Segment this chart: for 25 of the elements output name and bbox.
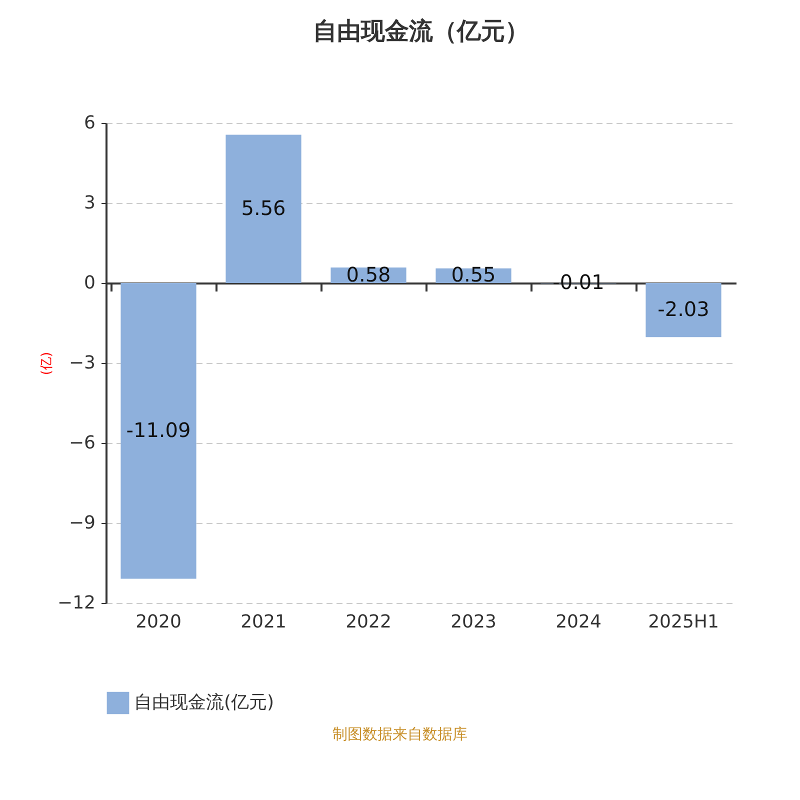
data-label: -11.09	[126, 418, 191, 442]
x-tick-label: 2022	[346, 612, 392, 632]
y-tick-label: −3	[68, 352, 96, 374]
y-axis-title: (亿)	[40, 352, 55, 376]
x-tick-label: 2021	[240, 612, 286, 632]
bar	[226, 134, 302, 283]
data-label: 0.58	[346, 262, 391, 286]
x-tick-label: 2025H1	[648, 612, 719, 632]
x-tick-label: 2020	[136, 612, 182, 632]
data-label: 5.56	[241, 196, 286, 220]
text: 制图数据来自数据库	[332, 725, 468, 744]
y-tick-label: −9	[68, 512, 96, 534]
legend-label: 自由现金流(亿元)	[134, 692, 274, 713]
y-tick-label: −12	[58, 592, 96, 614]
data-label: -2.03	[658, 297, 710, 322]
x-tick-label: 2024	[556, 612, 602, 632]
data-label: 0.55	[451, 262, 496, 287]
x-tick-label: 2023	[450, 612, 496, 632]
y-tick-label: 6	[84, 112, 96, 134]
chart-title: 自由现金流（亿元）	[313, 17, 529, 45]
bar	[646, 283, 722, 338]
y-tick-label: 3	[84, 192, 96, 214]
y-tick-label: 0	[84, 272, 96, 294]
bar	[120, 283, 196, 579]
y-tick-label: −6	[68, 432, 96, 454]
